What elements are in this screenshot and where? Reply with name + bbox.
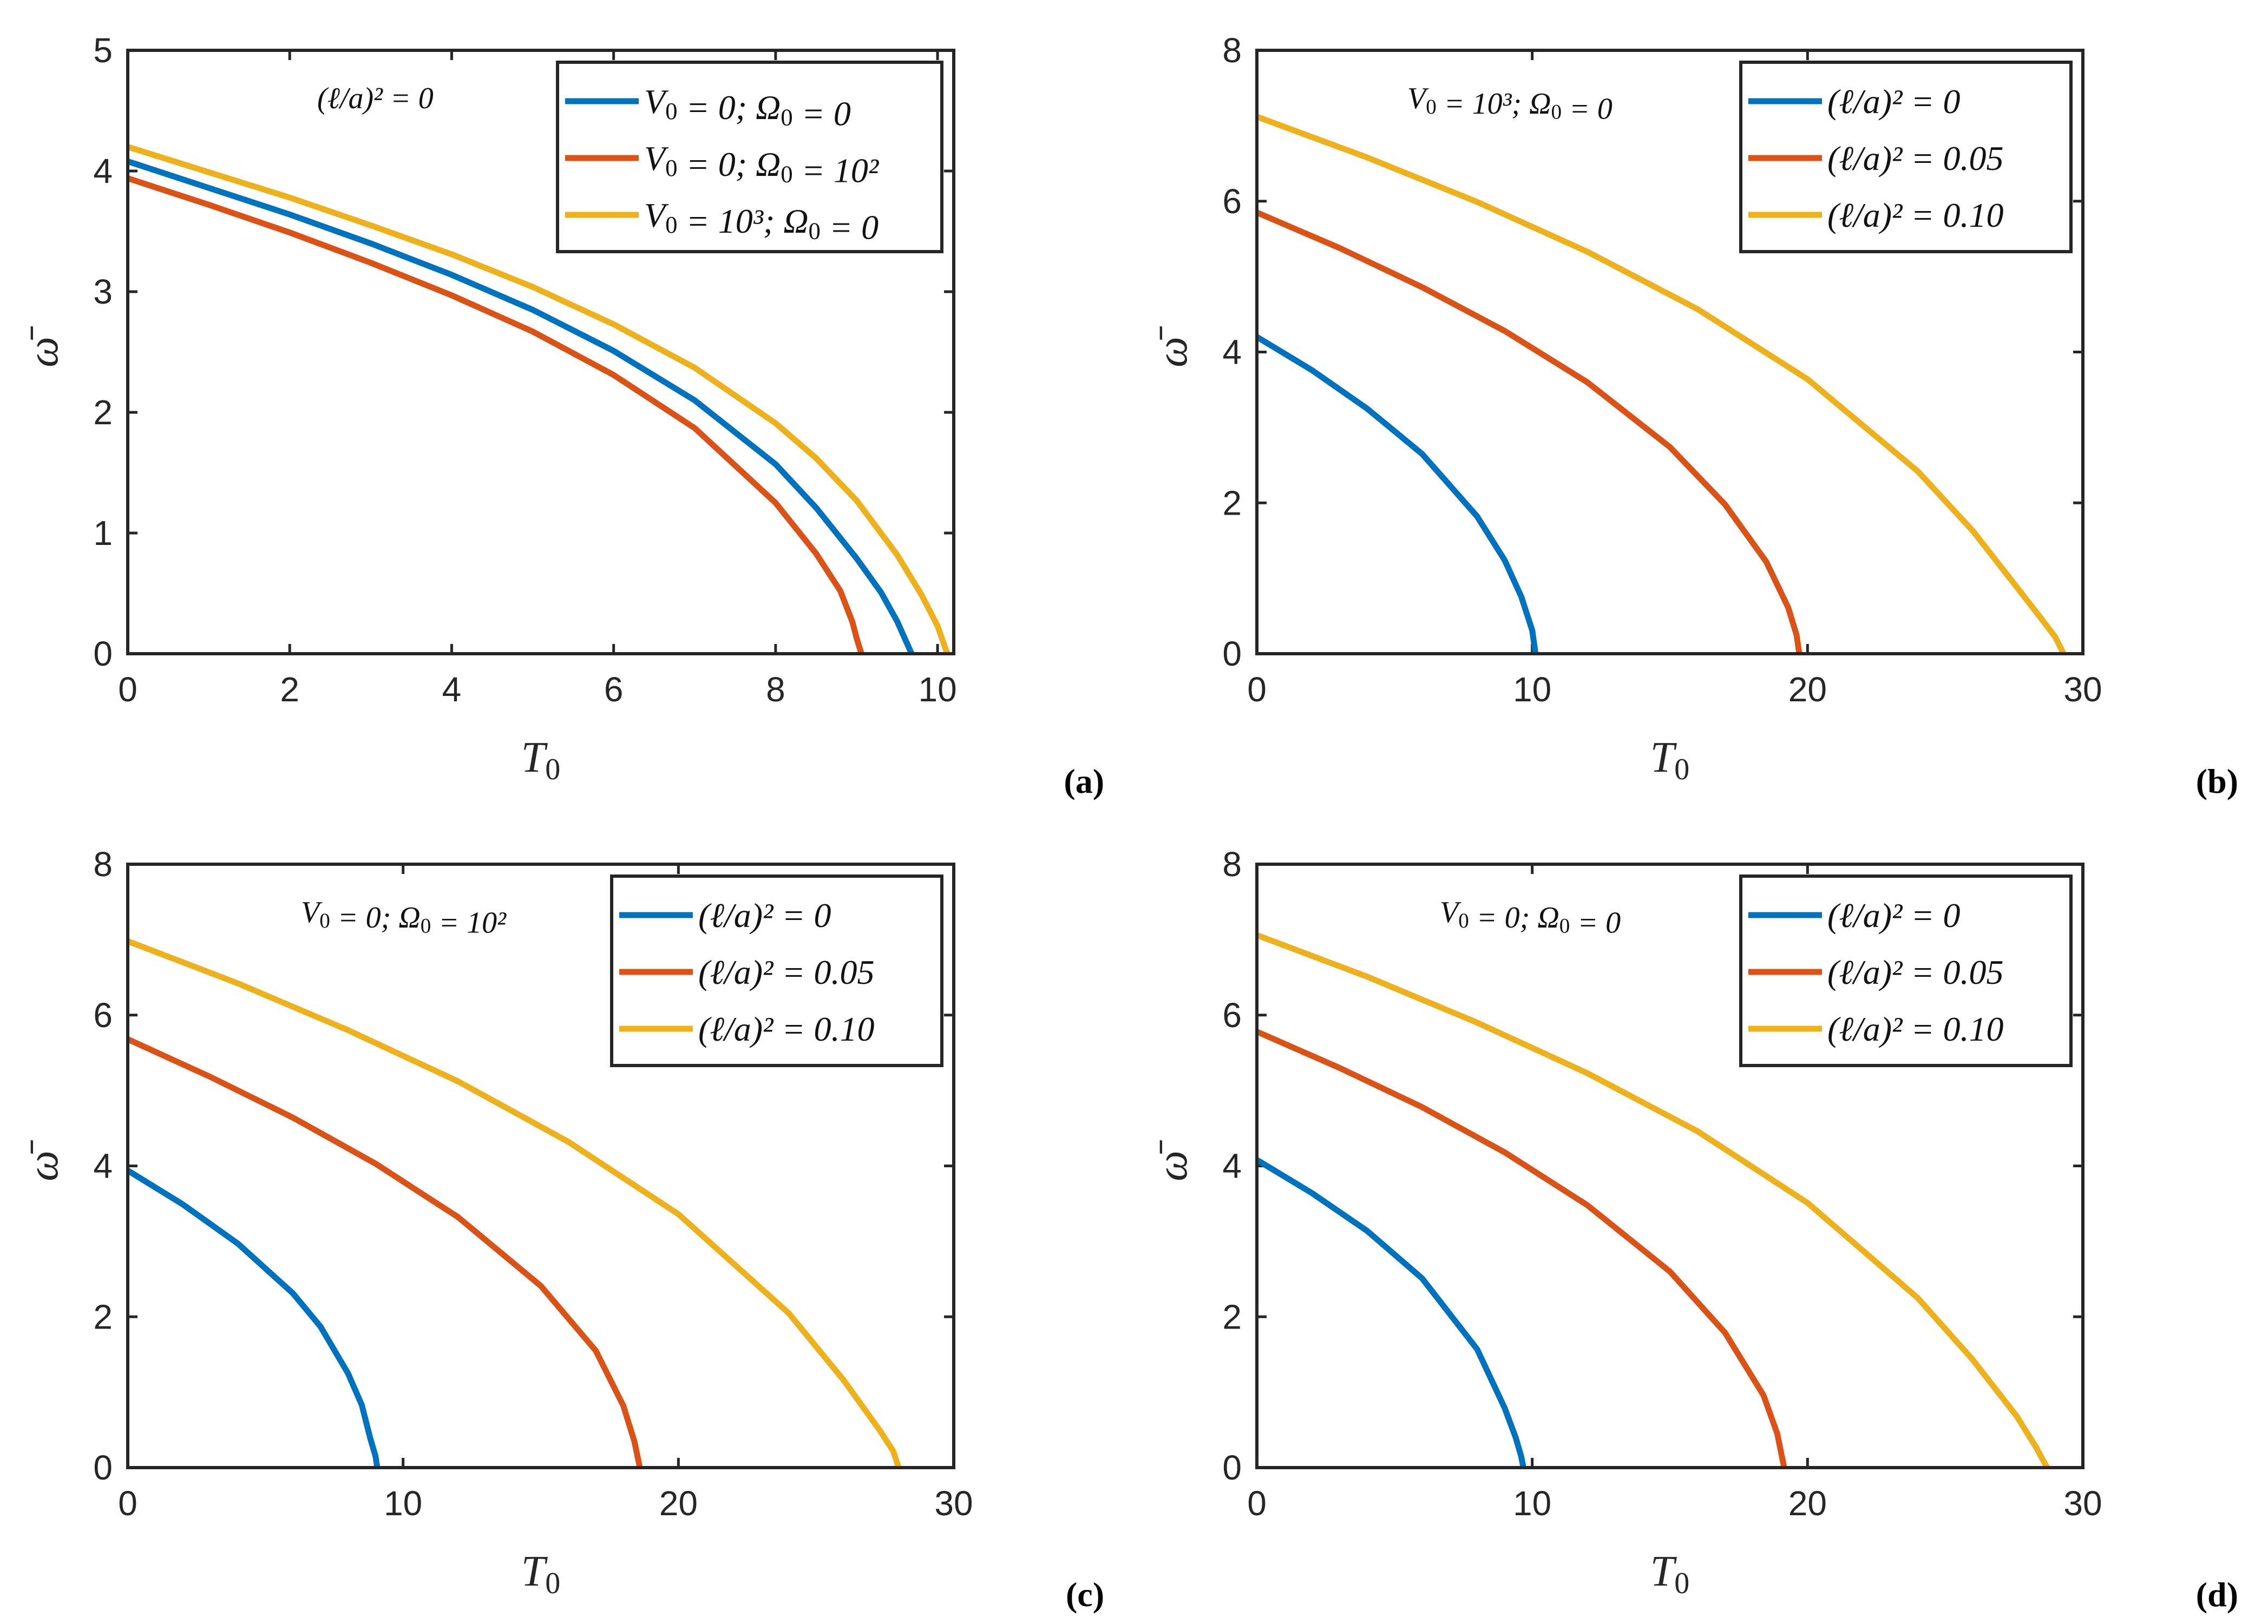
y-tick-label: 0	[93, 634, 113, 673]
y-tick-label: 0	[93, 1448, 113, 1487]
series-line	[1256, 932, 2050, 1469]
legend-entry: (ℓ/a)² = 0	[1827, 896, 1960, 935]
x-axis-title: T0	[521, 734, 561, 786]
x-tick-label: 2	[280, 670, 299, 709]
series-line	[127, 158, 915, 655]
x-tick-label: 4	[442, 670, 462, 709]
y-axis-title: ω̄	[19, 1140, 67, 1181]
legend-entry: (ℓ/a)² = 0.10	[1827, 196, 2003, 234]
y-tick-label: 8	[93, 845, 113, 884]
legend: (ℓ/a)² = 0 (ℓ/a)² = 0.05 (ℓ/a)² = 0.10	[1739, 61, 2073, 253]
x-tick-label: 20	[1788, 670, 1827, 709]
chart-panel: 0 2 4 6 8 10 0 1 2 3 4 5 T0 ω̄ (ℓ/a)² = 0 V0 = 0; Ω0 = …	[19, 31, 1104, 800]
y-tick-label: 3	[93, 272, 113, 311]
x-tick-label: 10	[918, 670, 956, 709]
legend-entry: (ℓ/a)² = 0.10	[698, 1010, 874, 1048]
panel-label: (b)	[2196, 762, 2238, 800]
x-tick-label: 10	[1513, 670, 1551, 709]
legend-entry: (ℓ/a)² = 0.05	[1827, 953, 2003, 991]
axes-frame	[126, 863, 955, 1469]
chart-panel: 0 10 20 30 0 2 4 6 8 T0 ω̄ V0 = 0; Ω0 = 0 (ℓ/a)² = 0…	[1149, 845, 2238, 1614]
y-tick-label: 2	[1222, 483, 1242, 522]
y-tick-label: 4	[1222, 333, 1242, 372]
y-tick-label: 1	[93, 514, 113, 553]
y-tick-label: 2	[93, 393, 113, 432]
axes-frame	[1255, 49, 2085, 655]
y-tick-label: 6	[93, 996, 113, 1035]
series-line	[1255, 209, 1802, 654]
axes-frame	[126, 49, 955, 655]
series-line	[1256, 114, 2067, 655]
y-tick-label: 6	[1222, 182, 1242, 221]
y-tick-label: 6	[1222, 996, 1242, 1035]
legend-entry: (ℓ/a)² = 0	[1827, 82, 1960, 121]
x-tick-label: 10	[1513, 1484, 1551, 1523]
series-line	[126, 1036, 643, 1469]
y-axis-title: ω̄	[1149, 326, 1196, 367]
x-tick-label: 0	[118, 1484, 137, 1523]
series-line	[1255, 1029, 1787, 1469]
legend: V0 = 0; Ω0 = 0 V0 = 0; Ω0 = 10² V0 = 10³; …	[556, 61, 943, 253]
chart-annotation: (ℓ/a)² = 0	[317, 82, 434, 115]
series-line	[127, 144, 951, 655]
chart-annotation: V0 = 10³; Ω0 = 0	[1407, 82, 1612, 126]
chart-panel: 0 10 20 30 0 2 4 6 8 T0 ω̄ V0 = 10³; Ω0 = 0 (ℓ/a)² =…	[1149, 31, 2238, 800]
chart-panel: 0 10 20 30 0 2 4 6 8 T0 ω̄ V0 = 0; Ω0 = 10² (ℓ/a)² =…	[19, 845, 1104, 1614]
legend-entry: V0 = 0; Ω0 = 10²	[644, 139, 880, 189]
x-tick-label: 20	[659, 1484, 698, 1523]
y-tick-label: 4	[1222, 1147, 1242, 1186]
legend-entry: V0 = 0; Ω0 = 0	[644, 82, 851, 133]
legend-entry: (ℓ/a)² = 0	[698, 896, 831, 935]
series-line	[126, 1168, 381, 1468]
legend-entry: (ℓ/a)² = 0.10	[1827, 1010, 2003, 1048]
x-tick-label: 20	[1788, 1484, 1827, 1523]
series-line	[127, 938, 902, 1469]
chart-annotation: V0 = 0; Ω0 = 0	[1440, 896, 1621, 940]
series-line	[127, 175, 864, 655]
y-tick-label: 2	[93, 1297, 113, 1336]
x-axis-title: T0	[521, 1548, 561, 1600]
x-tick-label: 30	[934, 1484, 973, 1523]
y-tick-label: 2	[1222, 1297, 1242, 1336]
x-tick-label: 0	[1247, 1484, 1267, 1523]
x-axis-title: T0	[1650, 734, 1690, 786]
panel-label: (a)	[1064, 762, 1104, 800]
y-tick-label: 5	[93, 31, 113, 70]
x-axis-title: T0	[1650, 1548, 1690, 1600]
axes-frame	[1255, 863, 2085, 1469]
x-tick-label: 6	[604, 670, 624, 709]
legend: (ℓ/a)² = 0 (ℓ/a)² = 0.05 (ℓ/a)² = 0.10	[610, 875, 943, 1067]
y-tick-label: 0	[1222, 1448, 1242, 1487]
legend: (ℓ/a)² = 0 (ℓ/a)² = 0.05 (ℓ/a)² = 0.10	[1739, 875, 2073, 1067]
x-tick-label: 0	[118, 670, 137, 709]
panel-label: (d)	[2196, 1575, 2238, 1614]
y-tick-label: 4	[93, 1147, 113, 1186]
y-axis-title: ω̄	[1149, 1140, 1196, 1181]
panel-label: (c)	[1066, 1575, 1104, 1614]
x-tick-label: 10	[384, 1484, 422, 1523]
legend-entry: V0 = 10³; Ω0 = 0	[644, 196, 879, 246]
x-tick-label: 0	[1247, 670, 1267, 709]
chart-annotation: V0 = 0; Ω0 = 10²	[301, 896, 507, 940]
legend-entry: (ℓ/a)² = 0.05	[1827, 139, 2003, 177]
legend-entry: (ℓ/a)² = 0.05	[698, 953, 874, 991]
y-tick-label: 8	[1222, 31, 1242, 70]
x-tick-label: 30	[2063, 670, 2102, 709]
y-tick-label: 8	[1222, 845, 1242, 884]
series-line	[1255, 334, 1539, 654]
x-tick-label: 8	[766, 670, 785, 709]
series-line	[1255, 1157, 1526, 1469]
x-tick-label: 30	[2063, 1484, 2102, 1523]
y-tick-label: 0	[1222, 634, 1242, 673]
y-axis-title: ω̄	[19, 326, 67, 367]
y-tick-label: 4	[93, 152, 113, 190]
